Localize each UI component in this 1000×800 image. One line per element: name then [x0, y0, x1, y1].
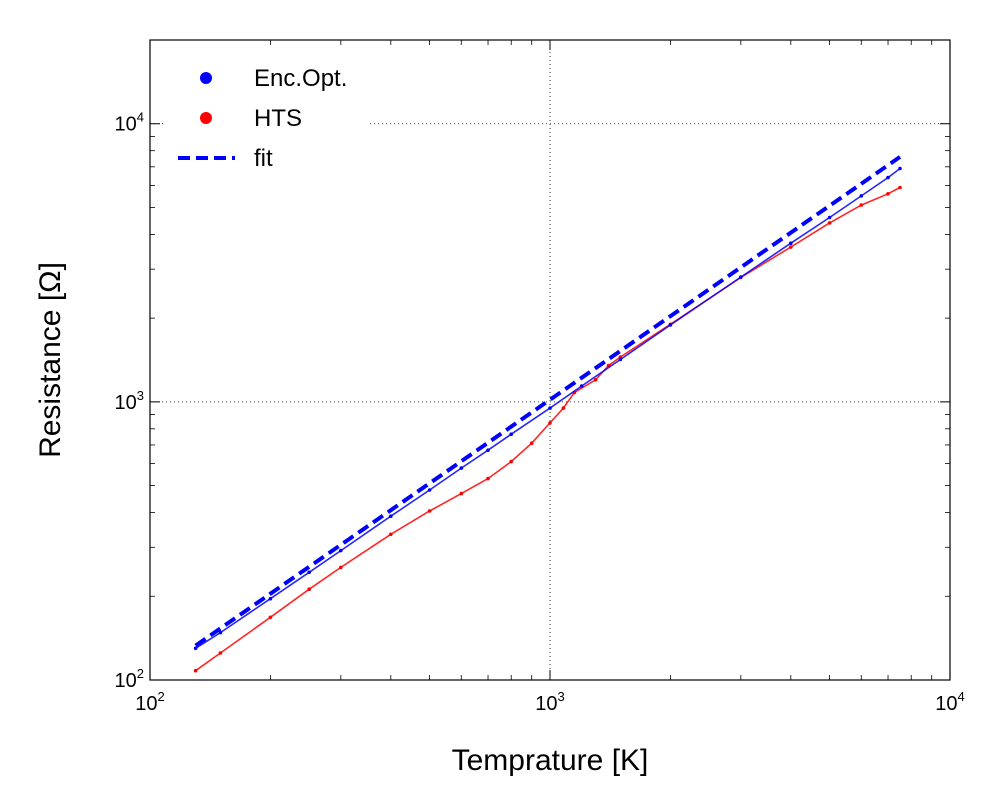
- data-point-enc-opt: [218, 630, 223, 635]
- data-point-hts: [509, 459, 513, 464]
- y-tick-label: 102: [115, 666, 144, 692]
- data-point-hts: [618, 355, 623, 359]
- data-point-hts: [827, 221, 832, 225]
- data-point-hts: [459, 491, 464, 496]
- series-line-enc-opt: [195, 167, 901, 649]
- data-point-hts: [307, 587, 312, 591]
- data-point-enc-opt: [339, 548, 343, 553]
- y-tick-label: 103: [115, 388, 144, 414]
- data-point-hts: [268, 615, 273, 620]
- data-point-enc-opt: [486, 448, 490, 453]
- data-point-enc-opt: [268, 596, 273, 601]
- series-layer: [193, 155, 902, 673]
- legend-marker-hts: [200, 112, 212, 124]
- data-point-enc-opt: [307, 570, 312, 575]
- data-point-hts: [218, 651, 223, 655]
- data-point-hts: [561, 406, 566, 410]
- data-point-enc-opt: [739, 275, 743, 279]
- series-line-hts: [195, 186, 901, 672]
- data-point-enc-opt: [668, 323, 673, 327]
- data-point-hts: [859, 203, 864, 207]
- x-axis-label: Temprature [K]: [452, 744, 649, 777]
- data-point-hts: [529, 441, 534, 446]
- y-axis-label: Resistance [Ω]: [34, 262, 67, 458]
- grid: [150, 40, 950, 680]
- data-point-hts: [339, 565, 343, 570]
- x-tick-label: 104: [935, 689, 964, 715]
- data-point-enc-opt: [789, 241, 793, 245]
- legend-label-enc-opt: Enc.Opt.: [254, 65, 347, 92]
- legend-label-fit: fit: [254, 145, 273, 172]
- data-point-hts: [789, 245, 793, 249]
- y-tick-label: 104: [115, 110, 144, 136]
- data-point-enc-opt: [427, 488, 432, 492]
- data-point-enc-opt: [548, 406, 552, 410]
- data-point-enc-opt: [618, 357, 623, 362]
- data-point-hts: [898, 185, 902, 190]
- data-point-enc-opt: [459, 466, 464, 470]
- data-point-enc-opt: [193, 646, 198, 651]
- legend-label-hts: HTS: [254, 105, 302, 132]
- legend-marker-enc-opt: [200, 72, 212, 84]
- data-point-enc-opt: [827, 215, 832, 220]
- data-point-enc-opt: [509, 432, 513, 437]
- data-point-enc-opt: [886, 175, 890, 180]
- data-point-hts: [548, 421, 552, 425]
- data-point-enc-opt: [579, 384, 584, 388]
- data-point-enc-opt: [898, 166, 902, 171]
- data-point-hts: [486, 476, 490, 481]
- tick-layer: 102 103 104 102 103 104: [115, 40, 965, 715]
- data-point-enc-opt: [859, 194, 864, 198]
- x-tick-label: 102: [135, 689, 164, 715]
- data-point-hts: [886, 192, 890, 196]
- data-point-enc-opt: [389, 514, 393, 518]
- legend: Enc.Opt. HTS fit: [178, 65, 347, 172]
- data-point-hts: [389, 532, 393, 537]
- data-point-hts: [593, 378, 598, 382]
- data-point-hts: [193, 668, 198, 673]
- data-point-hts: [427, 509, 432, 513]
- x-tick-label: 103: [535, 689, 564, 715]
